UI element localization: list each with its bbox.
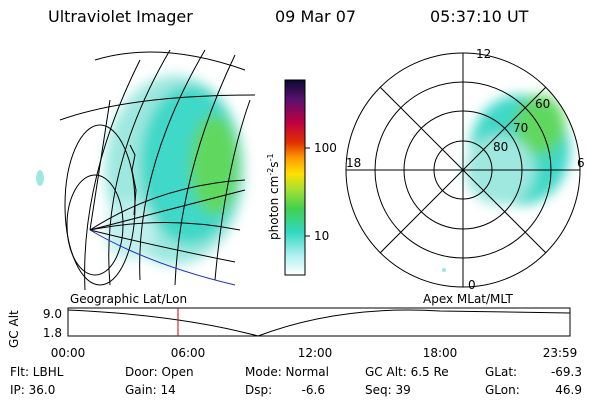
timeline-bottom: 1.8	[43, 326, 62, 340]
mlt-label: 18	[346, 156, 361, 170]
time-tick-label: 23:59	[543, 346, 578, 360]
date: 09 Mar 07	[275, 7, 356, 26]
mlt-label: 6	[577, 156, 585, 170]
footer-field: IP: 36.0	[10, 383, 55, 397]
colorbar-tick: 10	[314, 229, 329, 243]
footer-field: Flt: LBHL	[10, 365, 64, 379]
time-tick-label: 12:00	[298, 346, 333, 360]
footer-field: Door: Open	[125, 365, 194, 379]
footer-field: Dsp:	[245, 383, 272, 397]
footer-field: GC Alt: 6.5 Re	[365, 365, 449, 379]
mlat-label: 60	[535, 97, 550, 111]
footer-value: -6.6	[302, 383, 325, 397]
colorbar-label: photon cm-2s-1	[266, 153, 281, 240]
colorbar-tick: 100	[314, 141, 337, 155]
footer-field: Seq: 39	[365, 383, 411, 397]
footer-value: 46.9	[555, 383, 582, 397]
timeline-axis-label: GC Alt	[7, 310, 21, 348]
colorbar	[284, 79, 306, 276]
polar-image	[345, 52, 581, 288]
projection-label: Apex MLat/MLT	[423, 292, 513, 306]
projection-label: Geographic Lat/Lon	[70, 292, 187, 306]
footer-field: Mode: Normal	[245, 365, 329, 379]
geographic-image	[36, 49, 256, 291]
footer-field: GLat:	[485, 365, 517, 379]
footer-field: GLon:	[485, 383, 520, 397]
time: 05:37:10 UT	[430, 7, 529, 26]
title: Ultraviolet Imager	[48, 7, 193, 26]
timeline-top: 9.0	[43, 307, 62, 321]
mlt-label: 0	[468, 278, 476, 292]
altitude-curve	[67, 309, 571, 337]
footer-value: -69.3	[551, 365, 582, 379]
mlat-label: 80	[493, 140, 508, 154]
time-tick-label: 00:00	[51, 346, 86, 360]
mlat-label: 70	[513, 121, 528, 135]
footer-field: Gain: 14	[125, 383, 176, 397]
mlt-label: 12	[476, 47, 491, 61]
timeline-box	[67, 307, 571, 337]
time-tick-label: 06:00	[171, 346, 206, 360]
time-tick-label: 18:00	[423, 346, 458, 360]
